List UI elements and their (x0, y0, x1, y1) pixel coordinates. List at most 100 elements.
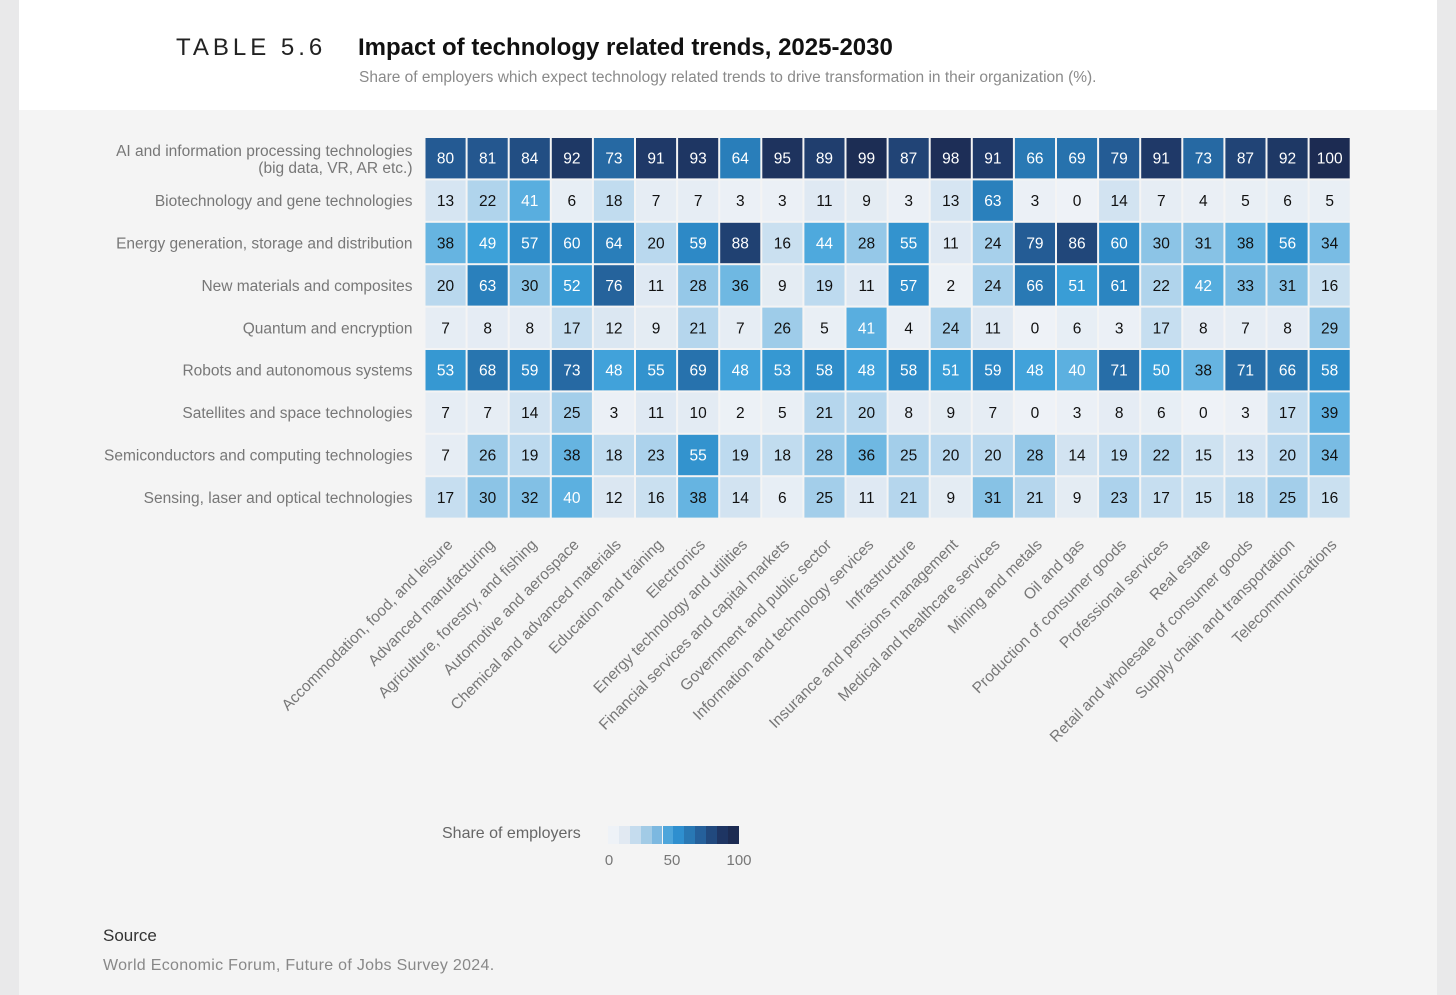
report-page: TABLE 5.6 Impact of technology related t… (19, 0, 1437, 995)
column-label: Energy technology and utilities (590, 536, 751, 697)
heatmap-cell (1309, 138, 1350, 179)
heatmap-cell (678, 265, 719, 306)
cell-value-label: 7 (736, 320, 745, 337)
heatmap-cell (888, 392, 929, 433)
legend-tick-50: 50 (663, 852, 681, 869)
heatmap-cell (1141, 392, 1182, 433)
heatmap-cell (1267, 392, 1308, 433)
heatmap-cell (509, 307, 550, 348)
heatmap-cell (467, 307, 508, 348)
cell-value-label: 93 (690, 151, 707, 168)
cell-value-label: 38 (1195, 363, 1212, 380)
heatmap-cell (762, 265, 803, 306)
heatmap-cell (678, 434, 719, 476)
cell-value-label: 22 (1153, 278, 1170, 295)
heatmap-cell (551, 350, 592, 391)
heatmap-cell (1225, 222, 1266, 264)
heatmap-cell (972, 265, 1013, 306)
cell-value-label: 6 (778, 490, 787, 507)
heatmap-cell (720, 477, 761, 518)
cell-value-label: 20 (942, 448, 960, 465)
heatmap-cell (636, 350, 677, 391)
cell-value-label: 79 (1111, 151, 1128, 168)
heatmap-cell (1099, 392, 1140, 433)
cell-value-label: 26 (479, 448, 496, 465)
cell-value-label: 29 (1321, 320, 1338, 337)
heatmap-cell (551, 265, 592, 306)
cell-value-label: 18 (1237, 490, 1254, 507)
heatmap-cell (1183, 477, 1224, 518)
heatmap-cell (804, 265, 845, 306)
heatmap-cell (467, 392, 508, 433)
cell-value-label: 16 (774, 236, 791, 253)
heatmap-cell (467, 222, 508, 264)
heatmap-cell (720, 307, 761, 348)
row-label: Sensing, laser and optical technologies (144, 490, 413, 507)
heatmap-cell (1267, 222, 1308, 264)
heatmap-cell (593, 222, 634, 264)
heatmap-cell (1057, 434, 1098, 476)
cell-value-label: 8 (904, 405, 913, 422)
heatmap-cell (425, 350, 466, 391)
heatmap-cell (1099, 180, 1140, 221)
cell-value-label: 21 (1026, 490, 1043, 507)
cell-value-label: 20 (437, 278, 455, 295)
legend-swatch (662, 826, 674, 844)
heatmap-cell (720, 138, 761, 179)
heatmap-cell (593, 392, 634, 433)
heatmap-cell (720, 350, 761, 391)
cell-value-label: 3 (610, 405, 619, 422)
heatmap-cell (509, 477, 550, 518)
heatmap-cell (467, 265, 508, 306)
heatmap-cell (804, 392, 845, 433)
cell-value-label: 8 (1283, 320, 1292, 337)
heatmap-cell (762, 477, 803, 518)
cell-value-label: 23 (647, 448, 664, 465)
legend-swatch (618, 826, 630, 844)
cell-value-label: 3 (736, 193, 745, 210)
cell-value-label: 48 (732, 363, 749, 380)
heatmap-cell (1225, 265, 1266, 306)
heatmap-cell (425, 307, 466, 348)
heatmap-cell (678, 307, 719, 348)
cell-value-label: 89 (816, 151, 833, 168)
cell-value-label: 40 (1068, 363, 1086, 380)
cell-value-label: 91 (984, 151, 1001, 168)
cell-value-label: 28 (858, 236, 875, 253)
cell-value-label: 20 (858, 405, 876, 422)
heatmap-cell (1141, 307, 1182, 348)
heatmap-cell (762, 350, 803, 391)
cell-value-label: 56 (1279, 236, 1296, 253)
cell-value-label: 87 (900, 151, 917, 168)
cell-value-label: 58 (1321, 363, 1338, 380)
legend-swatch (640, 826, 652, 844)
heatmap-cell (1225, 350, 1266, 391)
cell-value-label: 79 (1026, 236, 1043, 253)
table-number: TABLE 5.6 (176, 34, 327, 61)
cell-value-label: 7 (483, 405, 492, 422)
heatmap-cell (551, 434, 592, 476)
cell-value-label: 6 (1283, 193, 1292, 210)
heatmap-cell (1183, 265, 1224, 306)
cell-value-label: 14 (1068, 448, 1086, 465)
heatmap-cell (972, 392, 1013, 433)
cell-value-label: 53 (774, 363, 791, 380)
cell-value-label: 41 (858, 320, 875, 337)
cell-value-label: 51 (942, 363, 959, 380)
cell-value-label: 91 (647, 151, 664, 168)
cell-value-label: 64 (732, 151, 750, 168)
legend-tick-0: 0 (604, 852, 614, 869)
cell-value-label: 30 (1153, 236, 1171, 253)
heatmap-cell (425, 265, 466, 306)
heatmap-cell (1309, 180, 1350, 221)
heatmap-cell (930, 392, 971, 433)
heatmap-cell (1057, 180, 1098, 221)
cell-value-label: 3 (1031, 193, 1040, 210)
heatmap-cell (593, 180, 634, 221)
cell-value-label: 14 (732, 490, 750, 507)
heatmap-cell (1225, 180, 1266, 221)
cell-value-label: 9 (652, 320, 661, 337)
cell-value-label: 21 (900, 490, 917, 507)
heatmap-cell (804, 180, 845, 221)
cell-value-label: 15 (1195, 490, 1212, 507)
